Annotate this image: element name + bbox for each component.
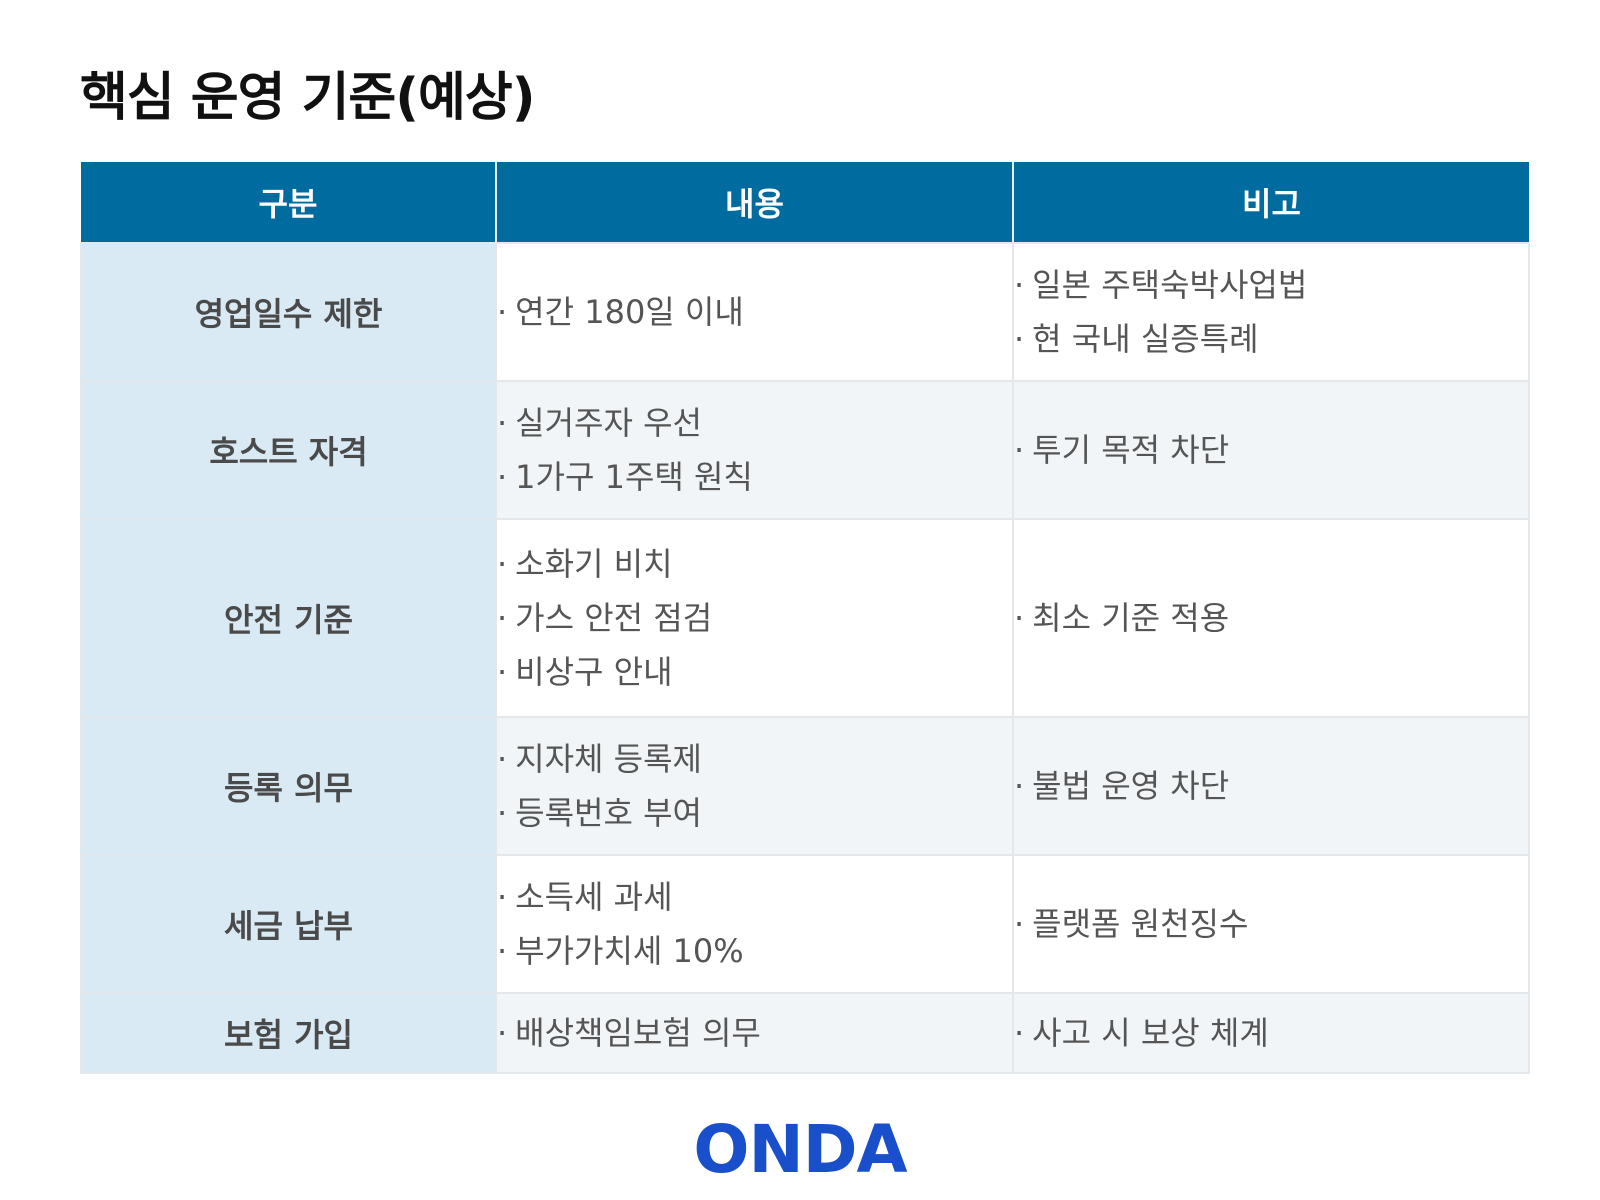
note-item: 사고 시 보상 체계	[1014, 1006, 1528, 1060]
page-title: 핵심 운영 기준(예상)	[80, 68, 535, 128]
note-item: 플랫폼 원천징수	[1014, 897, 1528, 951]
table-row: 영업일수 제한 연간 180일 이내 일본 주택숙박사업법 현 국내 실증특례	[80, 242, 1530, 382]
row-note: 불법 운영 차단	[1012, 716, 1530, 856]
row-note: 투기 목적 차단	[1012, 380, 1530, 520]
row-category: 호스트 자격	[80, 380, 497, 520]
content-item: 부가가치세 10%	[497, 924, 1012, 978]
note-item: 일본 주택숙박사업법	[1014, 258, 1528, 312]
onda-logo: ONDA	[693, 1111, 907, 1188]
table-row: 보험 가입 배상책임보험 의무 사고 시 보상 체계	[80, 992, 1530, 1074]
content-item: 연간 180일 이내	[497, 285, 1012, 339]
note-item: 투기 목적 차단	[1014, 423, 1528, 477]
header-category: 구분	[81, 162, 497, 243]
content-item: 1가구 1주택 원칙	[497, 450, 1012, 504]
table-row: 세금 납부 소득세 과세 부가가치세 10% 플랫폼 원천징수	[80, 854, 1530, 994]
row-content: 배상책임보험 의무	[495, 992, 1014, 1074]
row-note: 사고 시 보상 체계	[1012, 992, 1530, 1074]
content-item: 소득세 과세	[497, 870, 1012, 924]
table-row: 호스트 자격 실거주자 우선 1가구 1주택 원칙 투기 목적 차단	[80, 380, 1530, 520]
content-item: 배상책임보험 의무	[497, 1006, 1012, 1060]
content-item: 비상구 안내	[497, 645, 1012, 699]
content-item: 실거주자 우선	[497, 396, 1012, 450]
row-note: 플랫폼 원천징수	[1012, 854, 1530, 994]
table-row: 안전 기준 소화기 비치 가스 안전 점검 비상구 안내 최소 기준 적용	[80, 518, 1530, 718]
row-note: 최소 기준 적용	[1012, 518, 1530, 718]
content-item: 지자체 등록제	[497, 732, 1012, 786]
content-item: 가스 안전 점검	[497, 591, 1012, 645]
note-item: 불법 운영 차단	[1014, 759, 1528, 813]
note-item: 현 국내 실증특례	[1014, 312, 1528, 366]
table-header-row: 구분 내용 비고	[81, 162, 1529, 243]
row-content: 연간 180일 이내	[495, 242, 1014, 382]
row-category: 보험 가입	[80, 992, 497, 1074]
row-content: 소득세 과세 부가가치세 10%	[495, 854, 1014, 994]
row-category: 세금 납부	[80, 854, 497, 994]
row-content: 소화기 비치 가스 안전 점검 비상구 안내	[495, 518, 1014, 718]
header-content: 내용	[496, 162, 1014, 243]
row-content: 실거주자 우선 1가구 1주택 원칙	[495, 380, 1014, 520]
row-note: 일본 주택숙박사업법 현 국내 실증특례	[1012, 242, 1530, 382]
note-item: 최소 기준 적용	[1014, 591, 1528, 645]
content-item: 등록번호 부여	[497, 786, 1012, 840]
criteria-table: 구분 내용 비고 영업일수 제한 연간 180일 이내 일본 주택숙박사업법 현…	[80, 162, 1530, 1074]
row-content: 지자체 등록제 등록번호 부여	[495, 716, 1014, 856]
row-category: 안전 기준	[80, 518, 497, 718]
content-item: 소화기 비치	[497, 537, 1012, 591]
row-category: 등록 의무	[80, 716, 497, 856]
table-row: 등록 의무 지자체 등록제 등록번호 부여 불법 운영 차단	[80, 716, 1530, 856]
row-category: 영업일수 제한	[80, 242, 497, 382]
header-note: 비고	[1013, 162, 1529, 243]
